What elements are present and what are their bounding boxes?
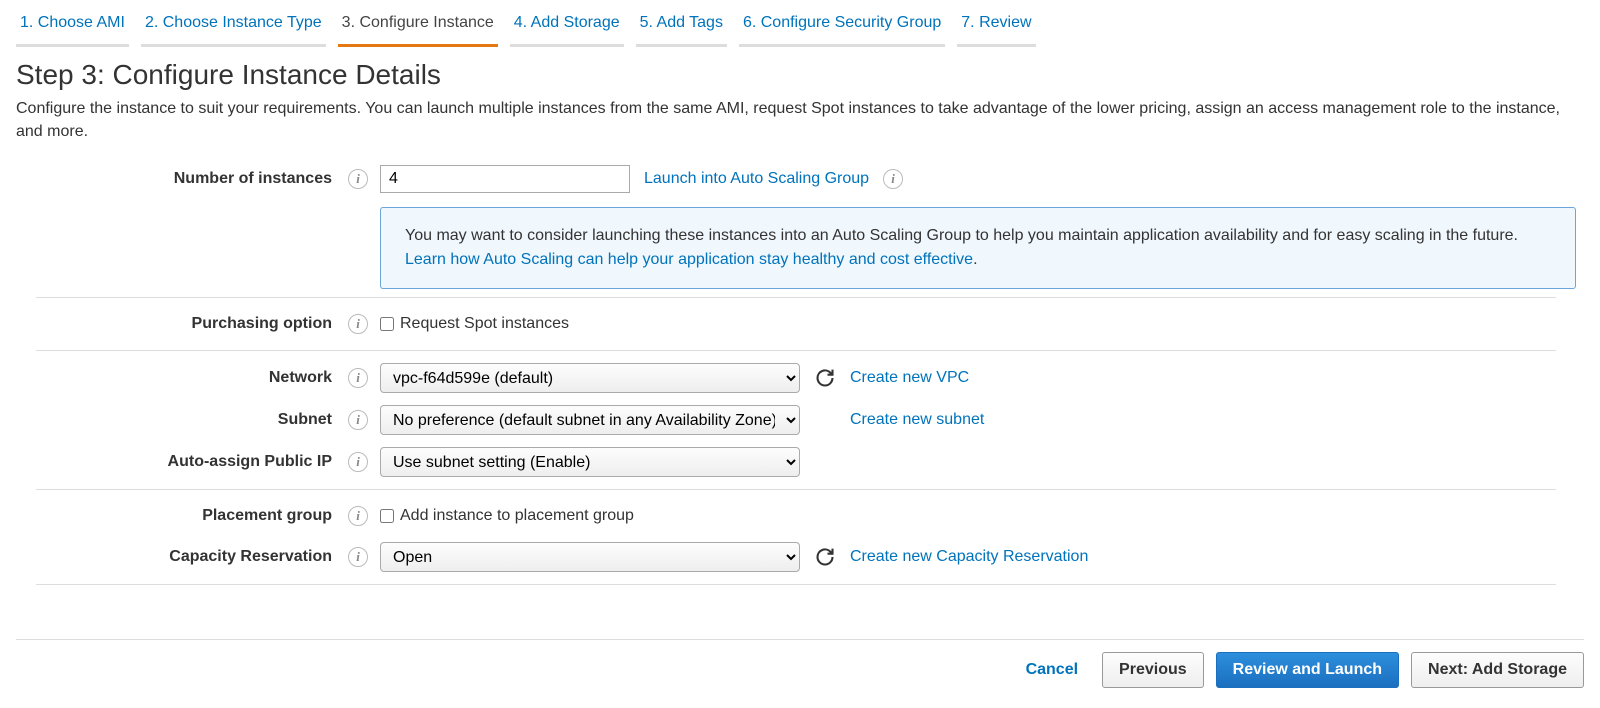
create-capacity-reservation-link[interactable]: Create new Capacity Reservation [850,548,1088,566]
next-add-storage-button[interactable]: Next: Add Storage [1411,652,1584,688]
number-of-instances-input[interactable] [380,165,630,193]
form-region: Number of instances i Launch into Auto S… [16,159,1584,639]
tab-choose-ami[interactable]: 1. Choose AMI [16,8,129,47]
tab-configure-security-group[interactable]: 6. Configure Security Group [739,8,945,47]
footer-bar: Cancel Previous Review and Launch Next: … [16,639,1584,704]
info-icon[interactable]: i [348,506,368,526]
row-subnet: Subnet i No preference (default subnet i… [16,399,1576,441]
placement-group-checkbox-wrap[interactable]: Add instance to placement group [380,507,634,525]
tab-configure-instance[interactable]: 3. Configure Instance [338,8,498,47]
request-spot-checkbox[interactable] [380,317,394,331]
review-and-launch-button[interactable]: Review and Launch [1216,652,1399,688]
row-placement-group: Placement group i Add instance to placem… [16,496,1576,536]
subnet-select[interactable]: No preference (default subnet in any Ava… [380,405,800,435]
row-purchasing-option: Purchasing option i Request Spot instanc… [16,304,1576,344]
tab-add-storage[interactable]: 4. Add Storage [510,8,624,47]
label-network: Network [16,369,336,387]
banner-text: You may want to consider launching these… [405,227,1518,244]
label-number-of-instances: Number of instances [16,170,336,188]
label-purchasing-option: Purchasing option [16,315,336,333]
cancel-button[interactable]: Cancel [1014,653,1090,687]
placement-group-label: Add instance to placement group [400,507,634,525]
divider [36,489,1556,490]
info-icon[interactable]: i [348,368,368,388]
refresh-icon[interactable] [814,367,836,389]
banner-learn-link[interactable]: Learn how Auto Scaling can help your app… [405,251,973,268]
info-icon[interactable]: i [348,452,368,472]
divider [36,584,1556,585]
info-icon[interactable]: i [348,314,368,334]
step-title: Step 3: Configure Instance Details [16,59,1584,91]
network-select[interactable]: vpc-f64d599e (default) [380,363,800,393]
divider [36,297,1556,298]
refresh-icon[interactable] [814,546,836,568]
label-placement-group: Placement group [16,507,336,525]
row-network: Network i vpc-f64d599e (default) Create … [16,357,1576,399]
asg-info-banner: You may want to consider launching these… [380,207,1576,289]
wizard-tabs: 1. Choose AMI 2. Choose Instance Type 3.… [16,0,1584,47]
info-icon[interactable]: i [348,547,368,567]
create-vpc-link[interactable]: Create new VPC [850,369,969,387]
request-spot-label: Request Spot instances [400,315,569,333]
info-icon[interactable]: i [348,410,368,430]
label-capacity-reservation: Capacity Reservation [16,548,336,566]
row-number-of-instances: Number of instances i Launch into Auto S… [16,159,1576,199]
capacity-reservation-select[interactable]: Open [380,542,800,572]
tab-add-tags[interactable]: 5. Add Tags [636,8,727,47]
request-spot-checkbox-wrap[interactable]: Request Spot instances [380,315,569,333]
previous-button[interactable]: Previous [1102,652,1204,688]
info-icon[interactable]: i [883,169,903,189]
row-auto-assign-public-ip: Auto-assign Public IP i Use subnet setti… [16,441,1576,483]
divider [36,350,1556,351]
step-description: Configure the instance to suit your requ… [16,97,1584,143]
auto-assign-public-ip-select[interactable]: Use subnet setting (Enable) [380,447,800,477]
label-auto-assign-public-ip: Auto-assign Public IP [16,453,336,471]
row-capacity-reservation: Capacity Reservation i Open Create new C… [16,536,1576,578]
tab-review[interactable]: 7. Review [957,8,1035,47]
placement-group-checkbox[interactable] [380,509,394,523]
launch-asg-link[interactable]: Launch into Auto Scaling Group [644,170,869,188]
create-subnet-link[interactable]: Create new subnet [850,411,984,429]
label-subnet: Subnet [16,411,336,429]
tab-choose-instance-type[interactable]: 2. Choose Instance Type [141,8,326,47]
info-icon[interactable]: i [348,169,368,189]
